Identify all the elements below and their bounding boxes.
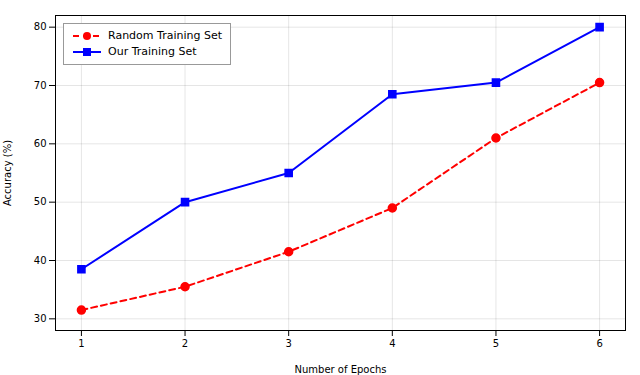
svg-text:60: 60 bbox=[34, 138, 47, 149]
html-text:Our Training Set: Our Training Set bbox=[108, 45, 197, 58]
svg-text:5: 5 bbox=[493, 338, 499, 349]
svg-text:2: 2 bbox=[182, 338, 188, 349]
svg-text:Number of Epochs: Number of Epochs bbox=[295, 364, 387, 375]
svg-text:6: 6 bbox=[596, 338, 602, 349]
svg-text:40: 40 bbox=[34, 255, 47, 266]
svg-text:3: 3 bbox=[285, 338, 291, 349]
html-text:Random Training Set: Random Training Set bbox=[108, 29, 222, 42]
svg-text:Accuracy (%): Accuracy (%) bbox=[2, 140, 13, 206]
svg-text:70: 70 bbox=[34, 80, 47, 91]
svg-text:30: 30 bbox=[34, 313, 47, 324]
svg-text:4: 4 bbox=[389, 338, 395, 349]
svg-text:80: 80 bbox=[34, 21, 47, 32]
svg-text:50: 50 bbox=[34, 196, 47, 207]
svg-text:1: 1 bbox=[78, 338, 84, 349]
